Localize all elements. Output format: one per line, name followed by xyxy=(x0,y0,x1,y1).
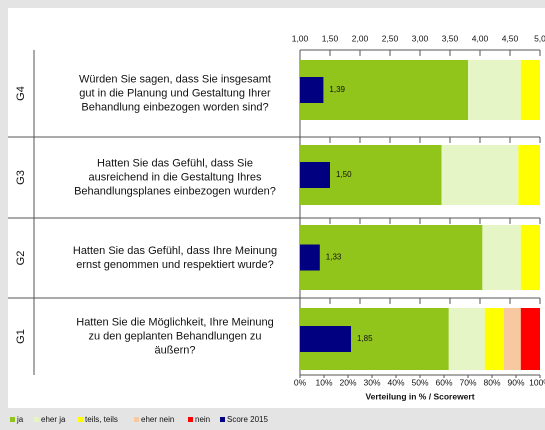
x-tick-label: 80% xyxy=(483,377,500,387)
bar-segment xyxy=(300,60,468,120)
score-label: 1,85 xyxy=(357,334,373,343)
bar-segment xyxy=(468,60,521,120)
category-label: G3 xyxy=(15,170,27,185)
bar-segment xyxy=(482,225,521,290)
legend-label: Score 2015 xyxy=(227,415,268,424)
top-tick-label: 5,0 xyxy=(534,33,545,43)
x-tick-label: 90% xyxy=(507,377,524,387)
x-tick-label: 100% xyxy=(529,377,545,387)
score-bar xyxy=(300,244,320,271)
question-text: Behandlungsplanes einbezogen wurden? xyxy=(74,185,276,197)
score-label: 1,50 xyxy=(336,170,352,179)
x-tick-label: 20% xyxy=(339,377,356,387)
bar-segment xyxy=(504,308,521,370)
top-tick-label: 3,00 xyxy=(412,33,429,43)
legend-label: ja xyxy=(16,415,24,424)
question-text: Hatten Sie das Gefühl, dass Ihre Meinung xyxy=(73,245,277,257)
category-label: G4 xyxy=(15,86,27,101)
question-text: Hatten Sie die Möglichkeit, Ihre Meinung xyxy=(76,316,274,328)
legend-label: eher ja xyxy=(41,415,66,424)
top-tick-label: 4,00 xyxy=(472,33,489,43)
x-tick-label: 50% xyxy=(411,377,428,387)
score-bar xyxy=(300,326,351,352)
question-text: zu den geplanten Behandlungen zu xyxy=(88,330,261,342)
category-label: G1 xyxy=(15,329,27,344)
top-tick-label: 1,00 xyxy=(292,33,309,43)
x-axis-title: Verteilung in % / Scorewert xyxy=(365,391,474,401)
question-text: gut in die Planung und Gestaltung Ihrer xyxy=(79,87,271,99)
x-tick-label: 60% xyxy=(435,377,452,387)
bar-segment xyxy=(441,145,519,205)
question-text: Würden Sie sagen, dass Sie insgesamt xyxy=(79,73,271,85)
bar-segment xyxy=(520,225,540,290)
legend-swatch xyxy=(34,417,39,422)
bar-segment xyxy=(520,60,540,120)
question-text: ausreichend in die Gestaltung Ihres xyxy=(88,171,262,183)
score-bar xyxy=(300,162,330,188)
x-tick-label: 40% xyxy=(387,377,404,387)
question-text: Hatten Sie das Gefühl, dass Sie xyxy=(97,157,253,169)
top-tick-label: 3,50 xyxy=(442,33,459,43)
legend-swatch xyxy=(220,417,225,422)
category-label: G2 xyxy=(15,251,27,266)
legend-swatch xyxy=(188,417,193,422)
x-tick-label: 70% xyxy=(459,377,476,387)
question-text: äußern? xyxy=(155,344,196,356)
score-label: 1,33 xyxy=(326,253,342,262)
legend-swatch xyxy=(10,417,15,422)
score-bar xyxy=(300,77,324,103)
bar-segment xyxy=(300,225,483,290)
top-tick-label: 4,50 xyxy=(502,33,519,43)
bar-segment xyxy=(520,308,540,370)
score-label: 1,39 xyxy=(329,85,345,94)
bar-segment xyxy=(448,308,485,370)
question-text: Behandlung einbezogen worden sind? xyxy=(81,101,268,113)
x-tick-label: 10% xyxy=(315,377,332,387)
top-tick-label: 2,50 xyxy=(382,33,399,43)
top-tick-label: 1,50 xyxy=(322,33,339,43)
legend-label: eher nein xyxy=(141,415,174,424)
legend-swatch xyxy=(134,417,139,422)
question-text: ernst genommen und respektiert wurde? xyxy=(76,259,274,271)
bar-segment xyxy=(518,145,540,205)
x-tick-label: 30% xyxy=(363,377,380,387)
legend-swatch xyxy=(78,417,83,422)
legend-label: nein xyxy=(195,415,210,424)
legend-label: teils, teils xyxy=(85,415,118,424)
x-tick-label: 0% xyxy=(294,377,307,387)
top-tick-label: 2,00 xyxy=(352,33,369,43)
bar-segment xyxy=(484,308,504,370)
